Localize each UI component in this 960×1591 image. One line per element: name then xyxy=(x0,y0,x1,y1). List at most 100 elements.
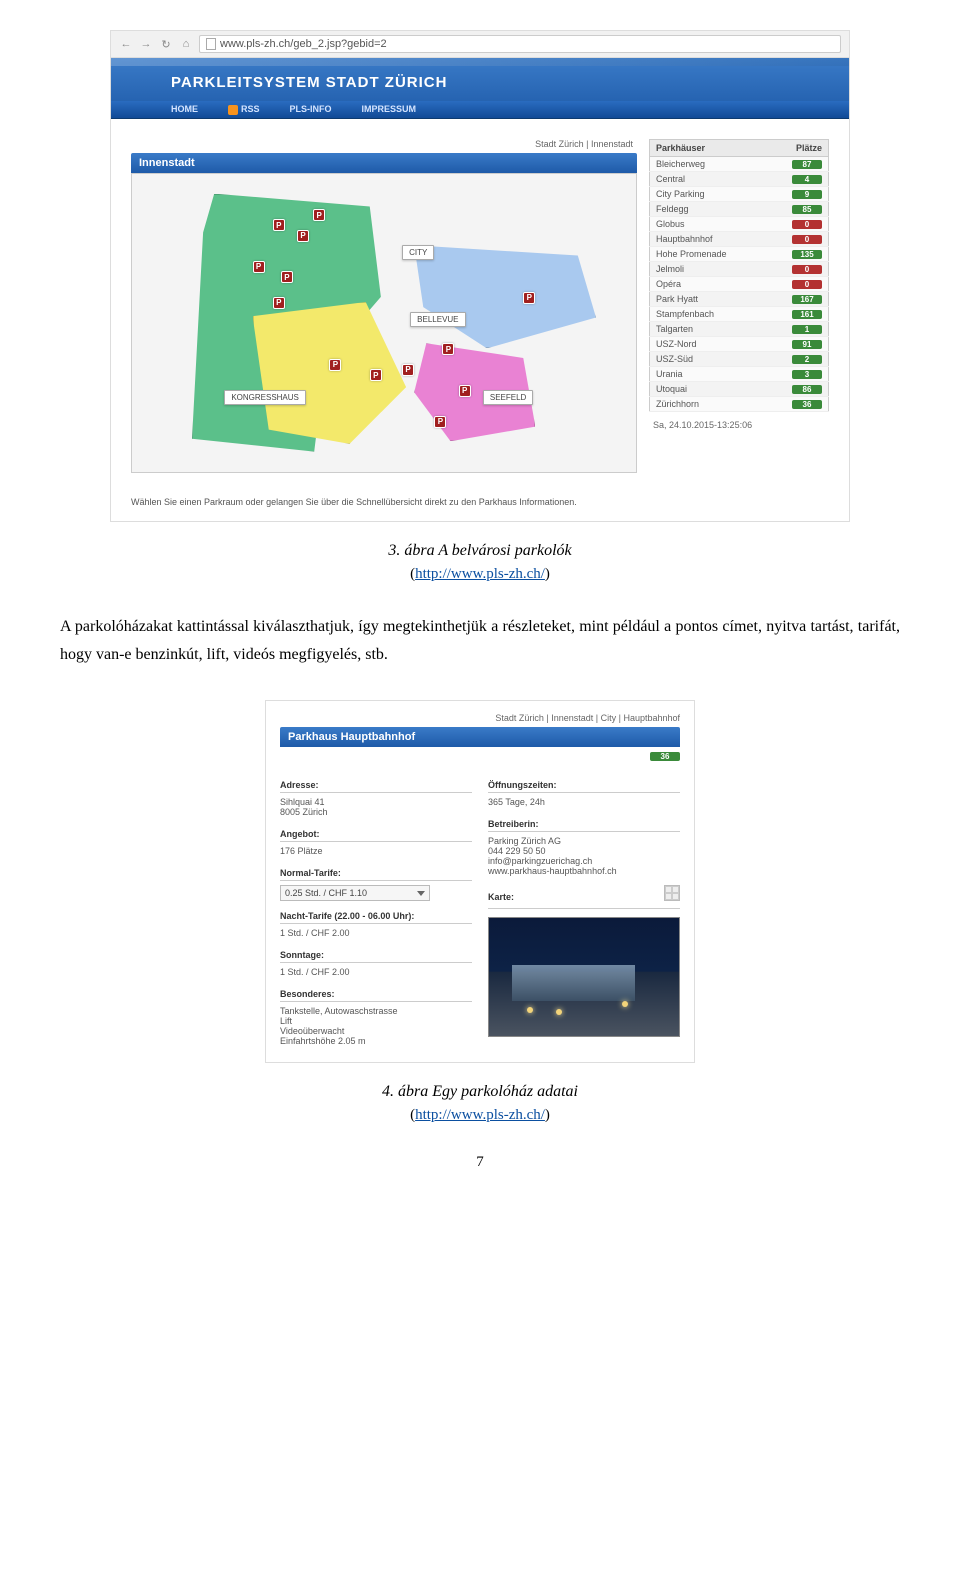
caption-link-1[interactable]: http://www.pls-zh.ch/ xyxy=(415,566,545,582)
home-icon[interactable]: ⌂ xyxy=(179,37,193,51)
zone-yellow[interactable] xyxy=(253,302,415,444)
parkhaus-name: USZ-Nord xyxy=(650,336,768,351)
parkhaus-name: USZ-Süd xyxy=(650,351,768,366)
places-badge: 4 xyxy=(792,175,822,184)
label-nacht-tarife: Nacht-Tarife (22.00 - 06.00 Uhr): xyxy=(280,907,472,924)
parkhaus-places: 161 xyxy=(768,306,829,321)
breadcrumb: Stadt Zürich | Innenstadt xyxy=(131,139,637,153)
parkhaus-name: Stampfenbach xyxy=(650,306,768,321)
figure-caption-3: 3. ábra A belvárosi parkolók xyxy=(60,542,900,560)
parking-marker-icon[interactable]: P xyxy=(402,364,414,376)
site-header: PARKLEITSYSTEM STADT ZÜRICH HOME RSS PLS… xyxy=(111,58,849,119)
panel-title-2: Parkhaus Hauptbahnhof xyxy=(280,727,680,747)
rss-icon xyxy=(228,105,238,115)
parkhaus-places: 3 xyxy=(768,366,829,381)
table-row[interactable]: Globus0 xyxy=(650,216,829,231)
map-label-city[interactable]: CITY xyxy=(402,245,434,260)
timestamp: Sa, 24.10.2015-13:25:06 xyxy=(649,412,829,432)
places-badge: 1 xyxy=(792,325,822,334)
nav-plsinfo[interactable]: PLS-INFO xyxy=(290,104,332,115)
parkhaus-places: 87 xyxy=(768,156,829,171)
label-adresse: Adresse: xyxy=(280,776,472,793)
table-row[interactable]: Hauptbahnhof0 xyxy=(650,231,829,246)
parking-marker-icon[interactable]: P xyxy=(281,271,293,283)
parking-marker-icon[interactable]: P xyxy=(273,219,285,231)
table-row[interactable]: USZ-Süd2 xyxy=(650,351,829,366)
map-label-kongresshaus[interactable]: KONGRESSHAUS xyxy=(224,390,306,405)
table-row[interactable]: Urania3 xyxy=(650,366,829,381)
parkhaus-name: Globus xyxy=(650,216,768,231)
map-label-seefeld[interactable]: SEEFELD xyxy=(483,390,533,405)
parking-marker-icon[interactable]: P xyxy=(273,297,285,309)
tarif-dropdown[interactable]: 0.25 Std. / CHF 1.10 xyxy=(280,885,430,901)
parkhaus-places: 0 xyxy=(768,261,829,276)
places-badge: 0 xyxy=(792,265,822,274)
parking-marker-icon[interactable]: P xyxy=(253,261,265,273)
places-badge: 86 xyxy=(792,385,822,394)
parkhaus-name: Talgarten xyxy=(650,321,768,336)
parkhaus-places: 85 xyxy=(768,201,829,216)
label-normal-tarife: Normal-Tarife: xyxy=(280,864,472,881)
table-row[interactable]: Bleicherweg87 xyxy=(650,156,829,171)
label-karte: Karte: xyxy=(488,888,514,904)
screenshot-pls-detail: Stadt Zürich | Innenstadt | City | Haupt… xyxy=(265,700,695,1063)
label-offnungszeiten: Öffnungszeiten: xyxy=(488,776,680,793)
parking-marker-icon[interactable]: P xyxy=(313,209,325,221)
back-icon[interactable]: ← xyxy=(119,37,133,51)
map-label-bellevue[interactable]: BELLEVUE xyxy=(410,312,465,327)
site-nav: HOME RSS PLS-INFO IMPRESSUM xyxy=(111,101,849,118)
availability-row: 36 xyxy=(280,747,680,770)
table-row[interactable]: Hohe Promenade 135 xyxy=(650,246,829,261)
parkhaus-name: Jelmoli xyxy=(650,261,768,276)
reload-icon[interactable]: ↻ xyxy=(159,37,173,51)
parking-marker-icon[interactable]: P xyxy=(459,385,471,397)
parking-marker-icon[interactable]: P xyxy=(442,343,454,355)
nav-impressum[interactable]: IMPRESSUM xyxy=(362,104,417,115)
table-row[interactable]: Central 4 xyxy=(650,171,829,186)
parkhaus-places: 2 xyxy=(768,351,829,366)
parking-marker-icon[interactable]: P xyxy=(297,230,309,242)
map-expand-icon[interactable] xyxy=(664,885,680,901)
places-badge: 9 xyxy=(792,190,822,199)
parkhaus-name: Hohe Promenade xyxy=(650,246,768,261)
parking-marker-icon[interactable]: P xyxy=(370,369,382,381)
places-badge: 167 xyxy=(792,295,822,304)
dropdown-arrow-icon xyxy=(417,891,425,896)
table-row[interactable]: Jelmoli 0 xyxy=(650,261,829,276)
zone-blue[interactable] xyxy=(414,245,596,348)
parking-marker-icon[interactable]: P xyxy=(523,292,535,304)
table-row[interactable]: Opéra0 xyxy=(650,276,829,291)
parkhaus-name: Urania xyxy=(650,366,768,381)
parkhaus-name: Central xyxy=(650,171,768,186)
parkhaus-name: City Parking xyxy=(650,186,768,201)
table-row[interactable]: Stampfenbach161 xyxy=(650,306,829,321)
forward-icon[interactable]: → xyxy=(139,37,153,51)
nav-home[interactable]: HOME xyxy=(171,104,198,115)
table-row[interactable]: USZ-Nord91 xyxy=(650,336,829,351)
site-title: PARKLEITSYSTEM STADT ZÜRICH xyxy=(111,66,849,101)
nav-rss[interactable]: RSS xyxy=(228,104,260,115)
figure-caption-3-link: (http://www.pls-zh.ch/) xyxy=(60,566,900,583)
parkhaus-name: Opéra xyxy=(650,276,768,291)
parking-marker-icon[interactable]: P xyxy=(434,416,446,428)
parkhaus-name: Bleicherweg xyxy=(650,156,768,171)
page-icon xyxy=(206,38,216,50)
parkhaus-name: Park Hyatt xyxy=(650,291,768,306)
parkhaus-name: Zürichhorn xyxy=(650,396,768,411)
places-badge: 135 xyxy=(792,250,822,259)
table-row[interactable]: Talgarten 1 xyxy=(650,321,829,336)
parkhaus-table: Parkhäuser Plätze Bleicherweg87Central4C… xyxy=(649,139,829,412)
address-bar[interactable]: www.pls-zh.ch/geb_2.jsp?gebid=2 xyxy=(199,35,841,53)
label-besonderes: Besonderes: xyxy=(280,985,472,1002)
table-row[interactable]: Zürichhorn36 xyxy=(650,396,829,411)
table-row[interactable]: Park Hyatt 167 xyxy=(650,291,829,306)
parking-marker-icon[interactable]: P xyxy=(329,359,341,371)
col-platze: Plätze xyxy=(768,139,829,156)
panel-title: Innenstadt xyxy=(131,153,637,173)
table-row[interactable]: Utoquai86 xyxy=(650,381,829,396)
caption-link-2[interactable]: http://www.pls-zh.ch/ xyxy=(415,1107,545,1123)
table-row[interactable]: City Parking 9 xyxy=(650,186,829,201)
map[interactable]: P P P P P P P P P P P P P CITY BELLEVUE xyxy=(131,173,637,473)
table-row[interactable]: Feldegg85 xyxy=(650,201,829,216)
parkhaus-places: 0 xyxy=(768,231,829,246)
